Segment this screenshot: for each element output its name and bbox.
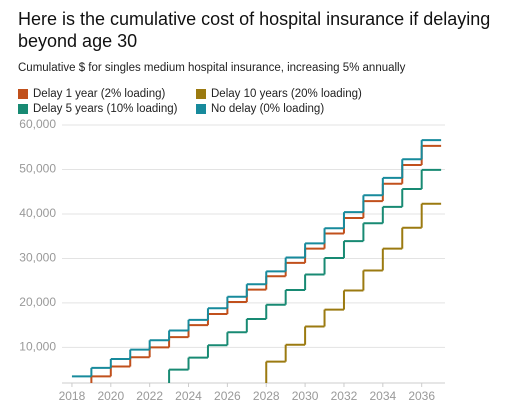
x-tick-label: 2030 bbox=[292, 389, 319, 403]
x-tick-label: 2026 bbox=[214, 389, 241, 403]
x-tick-label: 2028 bbox=[253, 389, 280, 403]
legend-item: Delay 5 years (10% loading) bbox=[18, 101, 186, 116]
x-tick-label: 2034 bbox=[369, 389, 396, 403]
y-tick-label: 60,000 bbox=[19, 117, 56, 131]
y-tick-label: 20,000 bbox=[19, 295, 56, 309]
x-tick-label: 2036 bbox=[408, 389, 435, 403]
legend-label: Delay 1 year (2% loading) bbox=[33, 87, 166, 100]
legend-swatch bbox=[18, 103, 28, 114]
legend-item: No delay (0% loading) bbox=[196, 101, 406, 116]
legend-item: Delay 1 year (2% loading) bbox=[18, 86, 186, 101]
legend-item: Delay 10 years (20% loading) bbox=[196, 86, 406, 101]
y-tick-label: 40,000 bbox=[19, 206, 56, 220]
legend-swatch bbox=[18, 88, 28, 99]
y-tick-label: 50,000 bbox=[19, 162, 56, 176]
x-tick-label: 2032 bbox=[331, 389, 358, 403]
x-tick-label: 2020 bbox=[97, 389, 124, 403]
legend-swatch bbox=[196, 88, 206, 99]
legend: Delay 1 year (2% loading) Delay 10 years … bbox=[18, 86, 418, 116]
x-tick-label: 2024 bbox=[175, 389, 202, 403]
x-tick-label: 2022 bbox=[136, 389, 163, 403]
y-tick-label: 10,000 bbox=[19, 340, 56, 354]
y-tick-label: 30,000 bbox=[19, 251, 56, 265]
chart-title: Here is the cumulative cost of hospital … bbox=[18, 9, 491, 51]
chart-subtitle: Cumulative $ for singles medium hospital… bbox=[18, 62, 406, 74]
legend-label: Delay 10 years (20% loading) bbox=[211, 87, 362, 100]
legend-label: Delay 5 years (10% loading) bbox=[33, 102, 178, 115]
legend-label: No delay (0% loading) bbox=[211, 102, 325, 115]
legend-swatch bbox=[196, 103, 206, 114]
x-tick-label: 2018 bbox=[59, 389, 86, 403]
